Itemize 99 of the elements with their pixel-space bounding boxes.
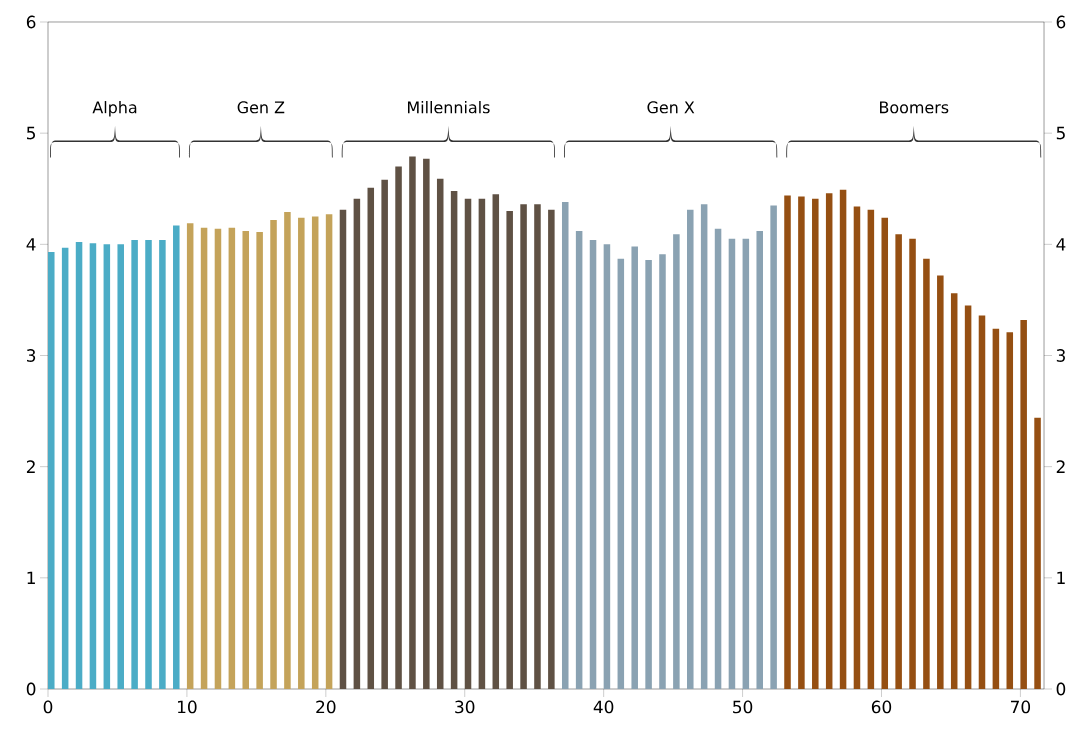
annotation: Gen X	[647, 101, 695, 114]
bar	[423, 158, 430, 689]
bar	[825, 193, 833, 689]
bar	[978, 315, 986, 689]
bar	[812, 198, 819, 689]
annotation: Alpha	[92, 101, 137, 117]
x-tick-label: 10	[178, 700, 197, 714]
x-tick-label: 0	[43, 700, 53, 714]
bar	[603, 244, 611, 689]
bar	[659, 254, 666, 689]
bar	[798, 196, 805, 689]
annotation: Boomers	[880, 101, 949, 114]
bar	[464, 198, 472, 689]
bar	[589, 239, 597, 689]
bar	[478, 198, 486, 689]
bar	[75, 242, 83, 689]
bar	[756, 230, 763, 689]
bar	[909, 238, 916, 689]
bar	[548, 209, 555, 689]
y-tick-label: 3	[27, 349, 36, 362]
bar	[881, 217, 889, 689]
bar	[200, 227, 208, 689]
bar	[1006, 332, 1014, 689]
y-tick-label: 2	[26, 460, 35, 473]
bar	[298, 217, 305, 689]
bar	[173, 225, 180, 689]
bar	[284, 212, 291, 689]
bar	[784, 195, 791, 689]
bar	[770, 205, 777, 689]
bar	[89, 243, 97, 689]
bar	[742, 238, 750, 689]
bar	[687, 209, 694, 689]
bar	[575, 230, 583, 689]
bar	[950, 293, 958, 689]
y2-tick-label: 1	[1057, 571, 1065, 585]
bar	[353, 198, 361, 689]
bar	[325, 214, 333, 689]
bar	[1020, 319, 1027, 689]
bar	[214, 228, 222, 689]
x-tick-label: 20	[316, 700, 336, 714]
y2-tick-label: 5	[1056, 126, 1065, 140]
bar	[561, 202, 569, 689]
y-tick-label: 1	[27, 571, 35, 585]
bar	[270, 219, 277, 689]
y2-tick-label: 4	[1056, 238, 1066, 251]
x-tick-label: 70	[1011, 700, 1031, 714]
bar	[395, 166, 402, 689]
bar	[964, 305, 972, 689]
bar	[895, 234, 902, 689]
bar	[520, 204, 527, 689]
bar	[700, 204, 708, 689]
bar	[839, 189, 847, 689]
y-tick-label: 4	[26, 238, 36, 251]
y2-tick-label: 6	[1056, 15, 1066, 29]
annotation: Gen Z	[237, 101, 285, 114]
bar	[436, 178, 444, 689]
x-tick-label: 60	[871, 700, 892, 714]
bar	[103, 244, 111, 689]
bar	[339, 209, 347, 689]
bar	[867, 209, 875, 689]
bar	[450, 190, 458, 689]
bar	[645, 259, 652, 689]
bar	[923, 258, 930, 689]
bar	[506, 210, 513, 689]
bar	[631, 246, 638, 689]
bar	[534, 204, 541, 689]
bar	[61, 247, 69, 689]
y2-tick-label: 3	[1056, 349, 1065, 362]
bar	[117, 244, 124, 689]
bar	[992, 328, 1000, 689]
bar	[617, 258, 625, 689]
bar	[145, 239, 152, 689]
bar	[853, 206, 861, 689]
bar	[131, 239, 138, 689]
bar	[159, 239, 166, 689]
bar	[186, 223, 194, 689]
bar	[367, 187, 375, 689]
bar	[937, 275, 944, 689]
x-tick-label: 50	[733, 700, 753, 714]
bar	[673, 234, 680, 689]
bar	[492, 194, 500, 689]
y-tick-label: 5	[27, 126, 35, 140]
bar	[381, 179, 388, 689]
bar	[1034, 417, 1041, 689]
y2-tick-label: 2	[1056, 460, 1065, 473]
bar	[311, 216, 319, 689]
bar	[242, 230, 250, 689]
y2-tick-label: 0	[1056, 682, 1066, 696]
x-tick-label: 30	[455, 700, 475, 714]
bar	[228, 227, 236, 689]
bar	[409, 156, 416, 689]
y-tick-label: 6	[26, 15, 36, 29]
x-tick-label: 40	[593, 700, 614, 714]
bar	[48, 252, 55, 689]
y-tick-label: 0	[26, 682, 36, 696]
bar	[256, 232, 263, 689]
bar	[714, 228, 722, 689]
annotation: Millennials	[407, 101, 490, 114]
bar	[728, 238, 736, 689]
